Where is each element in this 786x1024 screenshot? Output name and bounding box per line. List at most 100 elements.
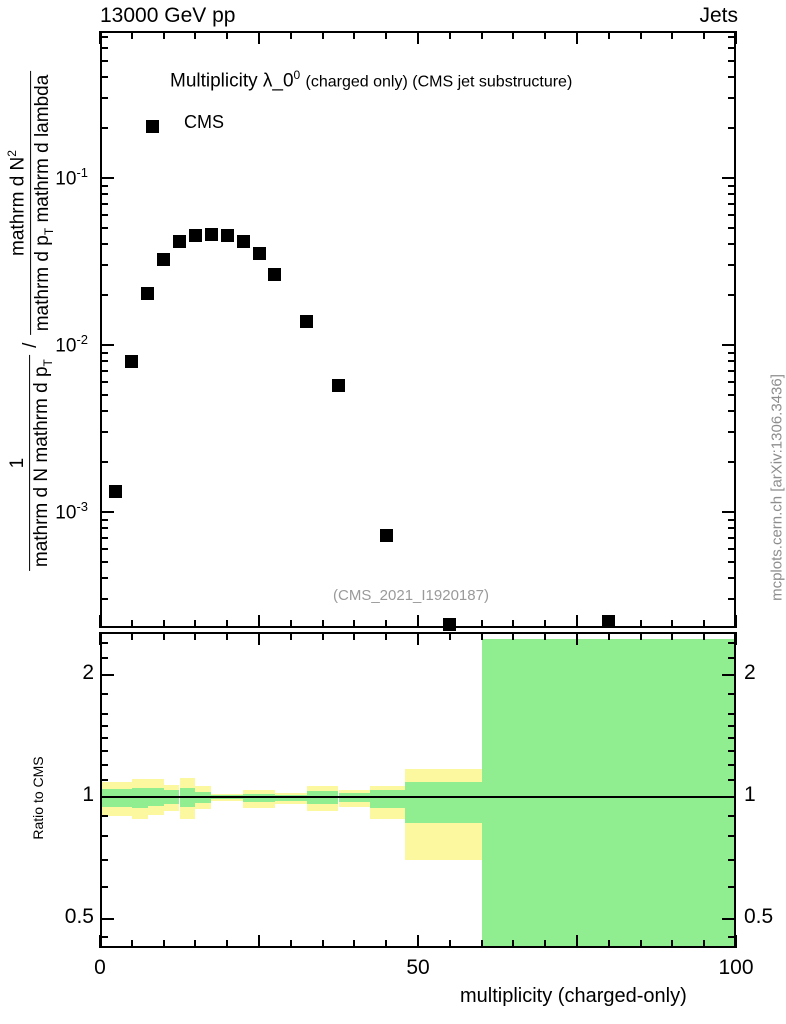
y-tick-label: 10-3	[26, 499, 88, 524]
collision-energy-label: 13000 GeV pp	[100, 4, 236, 27]
y-minor-tick-right	[728, 394, 736, 397]
ratio-y-tick-right	[728, 657, 736, 660]
ratio-x-tick-bottom	[671, 940, 674, 948]
y-minor-tick-left	[100, 360, 108, 363]
ratio-x-tick-top	[512, 632, 515, 640]
ylabel-od-sub: T	[40, 359, 55, 367]
ratio-y-tick-right	[728, 692, 736, 695]
x-tick-bottom	[194, 620, 197, 628]
ratio-x-tick-bottom	[130, 940, 133, 948]
y-minor-tick-left	[100, 561, 108, 564]
y-minor-tick-right	[728, 193, 736, 196]
y-minor-tick-right	[728, 360, 736, 363]
y-tick-mantissa: 10	[55, 335, 77, 357]
x-tick-top	[194, 31, 197, 39]
data-point	[332, 379, 345, 393]
ratio-y-tick-left	[100, 713, 108, 716]
ratio-y-tick-left	[100, 749, 108, 752]
ratio-x-tick-top	[671, 632, 674, 640]
data-point	[268, 267, 282, 281]
ratio-x-tick-top	[544, 632, 547, 640]
y-tick-exponent: -3	[76, 499, 88, 514]
ylabel-in-sup: 2	[5, 150, 20, 157]
y-major-tick-left	[100, 177, 114, 179]
y-minor-tick-left	[100, 293, 108, 296]
ratio-x-tick-bottom	[735, 935, 737, 948]
ratio-y-tick-left	[100, 814, 108, 817]
y-minor-tick-right	[728, 184, 736, 187]
ylabel-id-b: p	[31, 235, 53, 246]
y-minor-tick-left	[100, 527, 108, 530]
x-tick-top	[258, 31, 260, 44]
y-minor-tick-right	[728, 561, 736, 564]
data-point	[204, 227, 218, 241]
y-minor-tick-right	[728, 527, 736, 530]
data-point	[173, 235, 186, 249]
data-point	[300, 315, 314, 329]
ratio-y-tick-right	[728, 724, 736, 727]
ratio-y-tick-right	[728, 814, 736, 817]
y-minor-tick-left	[100, 97, 108, 100]
y-minor-tick-left	[100, 431, 108, 434]
ratio-x-tick-top	[639, 632, 642, 640]
ratio-x-tick-bottom	[417, 935, 419, 948]
plot-title-lambda: λ_0	[262, 70, 294, 92]
ratio-y-tick-left	[100, 642, 108, 644]
y-minor-tick-left	[100, 214, 108, 217]
ratio-x-tick-top	[258, 632, 260, 645]
ratio-y-tick-right	[728, 858, 736, 861]
data-point	[157, 253, 171, 266]
ratio-y-tick-right	[722, 674, 736, 677]
x-tick-bottom	[130, 620, 133, 628]
y-tick-exponent: -1	[76, 165, 88, 180]
y-minor-tick-right	[728, 431, 736, 434]
ylabel-outer-denominator: mathrm d N mathrm d pT	[30, 355, 55, 571]
x-tick-bottom	[671, 620, 674, 628]
ratio-y-tick-label-right: 1	[744, 783, 756, 806]
ratio-y-tick-right	[728, 736, 736, 739]
data-point	[443, 617, 457, 631]
ratio-x-tick-bottom	[289, 940, 292, 948]
y-major-tick-left	[100, 511, 114, 513]
plot-title: Multiplicity λ_00 (charged only) (CMS je…	[170, 68, 572, 92]
x-tick-top	[576, 31, 578, 44]
ratio-x-tick-top	[99, 632, 101, 645]
ratio-x-tick-top	[226, 632, 229, 640]
x-tick-top	[480, 31, 483, 39]
ratio-x-tick-bottom	[258, 935, 260, 948]
x-tick-bottom	[417, 615, 419, 628]
data-point	[236, 235, 250, 249]
ratio-y-tick-left	[100, 736, 108, 739]
y-minor-tick-left	[100, 60, 108, 63]
plot-title-rest: (charged only) (CMS jet substructure)	[305, 73, 573, 91]
ratio-x-tick-bottom	[703, 940, 706, 948]
ratio-y-tick-right	[728, 642, 736, 644]
ratio-y-tick-right	[728, 835, 736, 838]
x-tick-top	[735, 31, 737, 44]
y-minor-tick-right	[728, 264, 736, 267]
y-minor-tick-right	[728, 97, 736, 100]
ratio-clip	[102, 634, 734, 946]
x-tick-top	[353, 31, 356, 39]
ratio-x-tick-top	[321, 632, 324, 640]
y-minor-tick-right	[728, 536, 736, 539]
y-minor-tick-right	[728, 518, 736, 521]
ratio-x-tick-top	[607, 632, 610, 640]
ylabel-inner-fraction: mathrm d N2 mathrm d pT mathrm d lambda	[5, 70, 56, 336]
ratio-x-tick-top	[194, 632, 197, 640]
analysis-id-watermark: (CMS_2021_I1920187)	[333, 587, 489, 604]
ratio-x-tick-top	[735, 632, 737, 645]
y-minor-tick-right	[728, 381, 736, 384]
y-minor-tick-right	[728, 76, 736, 79]
ratio-x-tick-bottom	[99, 935, 101, 948]
ratio-x-tick-bottom	[321, 940, 324, 948]
ratio-y-tick-label: 1	[82, 783, 94, 806]
y-minor-tick-right	[728, 293, 736, 296]
y-minor-tick-right	[728, 460, 736, 463]
x-tick-top	[417, 31, 419, 44]
y-minor-tick-right	[728, 369, 736, 372]
ratio-x-tick-bottom	[480, 940, 483, 948]
y-minor-tick-left	[100, 126, 108, 129]
y-minor-tick-left	[100, 369, 108, 372]
x-tick-bottom	[226, 620, 229, 628]
